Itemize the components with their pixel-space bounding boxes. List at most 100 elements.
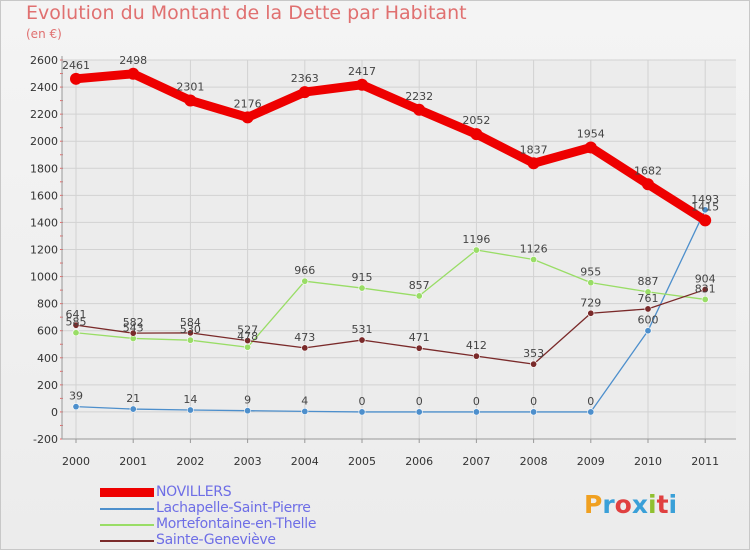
legend: NOVILLERS Lachapelle-Saint-Pierre Mortefon… — [100, 484, 430, 548]
data-point — [186, 336, 194, 344]
data-label: 904 — [695, 273, 716, 286]
data-label: 585 — [66, 316, 87, 329]
data-label: 2301 — [176, 80, 204, 93]
y-tick-label: -200 — [33, 433, 58, 446]
x-tick-label: 2011 — [691, 455, 719, 468]
data-point — [244, 407, 252, 415]
chart-subtitle: (en €) — [26, 27, 62, 41]
data-point — [186, 406, 194, 414]
data-point — [701, 206, 709, 214]
data-point — [301, 344, 309, 352]
legend-label: Sainte-Geneviève — [156, 532, 276, 548]
data-label: 761 — [638, 292, 659, 305]
x-tick-label: 2008 — [520, 455, 548, 468]
data-label: 412 — [466, 339, 487, 352]
legend-item: Mortefontaine-en-Thelle — [100, 516, 430, 532]
data-point — [301, 407, 309, 415]
data-label: 584 — [180, 316, 201, 329]
data-point — [530, 408, 538, 416]
data-point — [472, 352, 480, 360]
data-point — [701, 286, 709, 294]
legend-swatch — [100, 524, 154, 526]
x-tick-label: 2000 — [62, 455, 90, 468]
x-tick-label: 2009 — [577, 455, 605, 468]
data-label: 1837 — [520, 143, 548, 156]
data-label: 1415 — [691, 200, 719, 213]
y-tick-label: 2400 — [30, 81, 58, 94]
data-point — [70, 72, 82, 85]
data-label: 353 — [523, 347, 544, 360]
data-label: 857 — [409, 279, 430, 292]
y-tick-label: 200 — [37, 379, 58, 392]
data-label: 2363 — [291, 72, 319, 85]
x-tick-label: 2005 — [348, 455, 376, 468]
data-point — [413, 103, 426, 116]
data-point — [472, 246, 480, 254]
data-label: 543 — [123, 321, 144, 334]
data-label: 2232 — [405, 90, 433, 103]
data-label: 4 — [301, 394, 308, 407]
data-point — [129, 405, 137, 413]
data-label: 729 — [580, 296, 601, 309]
data-point — [358, 336, 366, 344]
data-point — [129, 329, 137, 337]
data-point — [415, 292, 423, 300]
data-point — [527, 157, 540, 170]
data-label: 39 — [69, 390, 83, 403]
x-tick-label: 2001 — [119, 455, 147, 468]
data-point — [358, 408, 366, 416]
data-point — [72, 403, 80, 411]
data-label: 641 — [66, 308, 87, 321]
data-label: 0 — [473, 395, 480, 408]
data-label: 2461 — [62, 59, 90, 72]
data-point — [644, 288, 652, 296]
data-label: 1196 — [462, 233, 490, 246]
chart-title: Evolution du Montant de la Dette par Hab… — [26, 2, 467, 24]
legend-label: NOVILLERS — [156, 484, 232, 500]
series-line-1 — [75, 209, 706, 413]
data-point — [356, 78, 368, 91]
y-tick-label: 400 — [37, 352, 58, 365]
data-label: 915 — [352, 271, 373, 284]
data-point — [701, 295, 709, 303]
y-tick-label: 1800 — [30, 162, 58, 175]
y-tick-label: 600 — [37, 325, 58, 338]
data-label: 0 — [359, 395, 366, 408]
data-label: 831 — [695, 282, 716, 295]
data-point — [358, 284, 366, 292]
data-point — [530, 256, 538, 264]
y-tick-label: 2000 — [30, 135, 58, 148]
data-label: 1493 — [691, 193, 719, 206]
y-tick-label: 1200 — [30, 244, 58, 257]
data-point — [72, 321, 80, 329]
x-tick-label: 2007 — [462, 455, 490, 468]
data-point — [415, 408, 423, 416]
data-point — [470, 128, 483, 141]
data-point — [587, 408, 595, 416]
data-label: 966 — [294, 264, 315, 277]
data-label: 478 — [237, 330, 258, 343]
data-label: 530 — [180, 323, 201, 336]
legend-item: NOVILLERS — [100, 484, 430, 500]
data-point — [587, 279, 595, 287]
data-label: 531 — [352, 323, 373, 336]
data-label: 21 — [126, 392, 140, 405]
legend-label: Lachapelle-Saint-Pierre — [156, 500, 311, 516]
data-label: 0 — [587, 395, 594, 408]
data-point — [472, 408, 480, 416]
data-point — [642, 178, 654, 191]
proxiti-logo: Proxiti — [584, 490, 678, 519]
x-tick-label: 2003 — [234, 455, 262, 468]
data-point — [415, 344, 423, 352]
data-point — [587, 309, 595, 317]
data-label: 0 — [416, 395, 423, 408]
y-tick-label: 1000 — [30, 271, 58, 284]
data-point — [644, 327, 652, 335]
data-label: 0 — [530, 395, 537, 408]
x-tick-label: 2010 — [634, 455, 662, 468]
data-label: 527 — [237, 324, 258, 337]
legend-item: Lachapelle-Saint-Pierre — [100, 500, 430, 516]
data-label: 887 — [638, 275, 659, 288]
data-label: 9 — [244, 394, 251, 407]
